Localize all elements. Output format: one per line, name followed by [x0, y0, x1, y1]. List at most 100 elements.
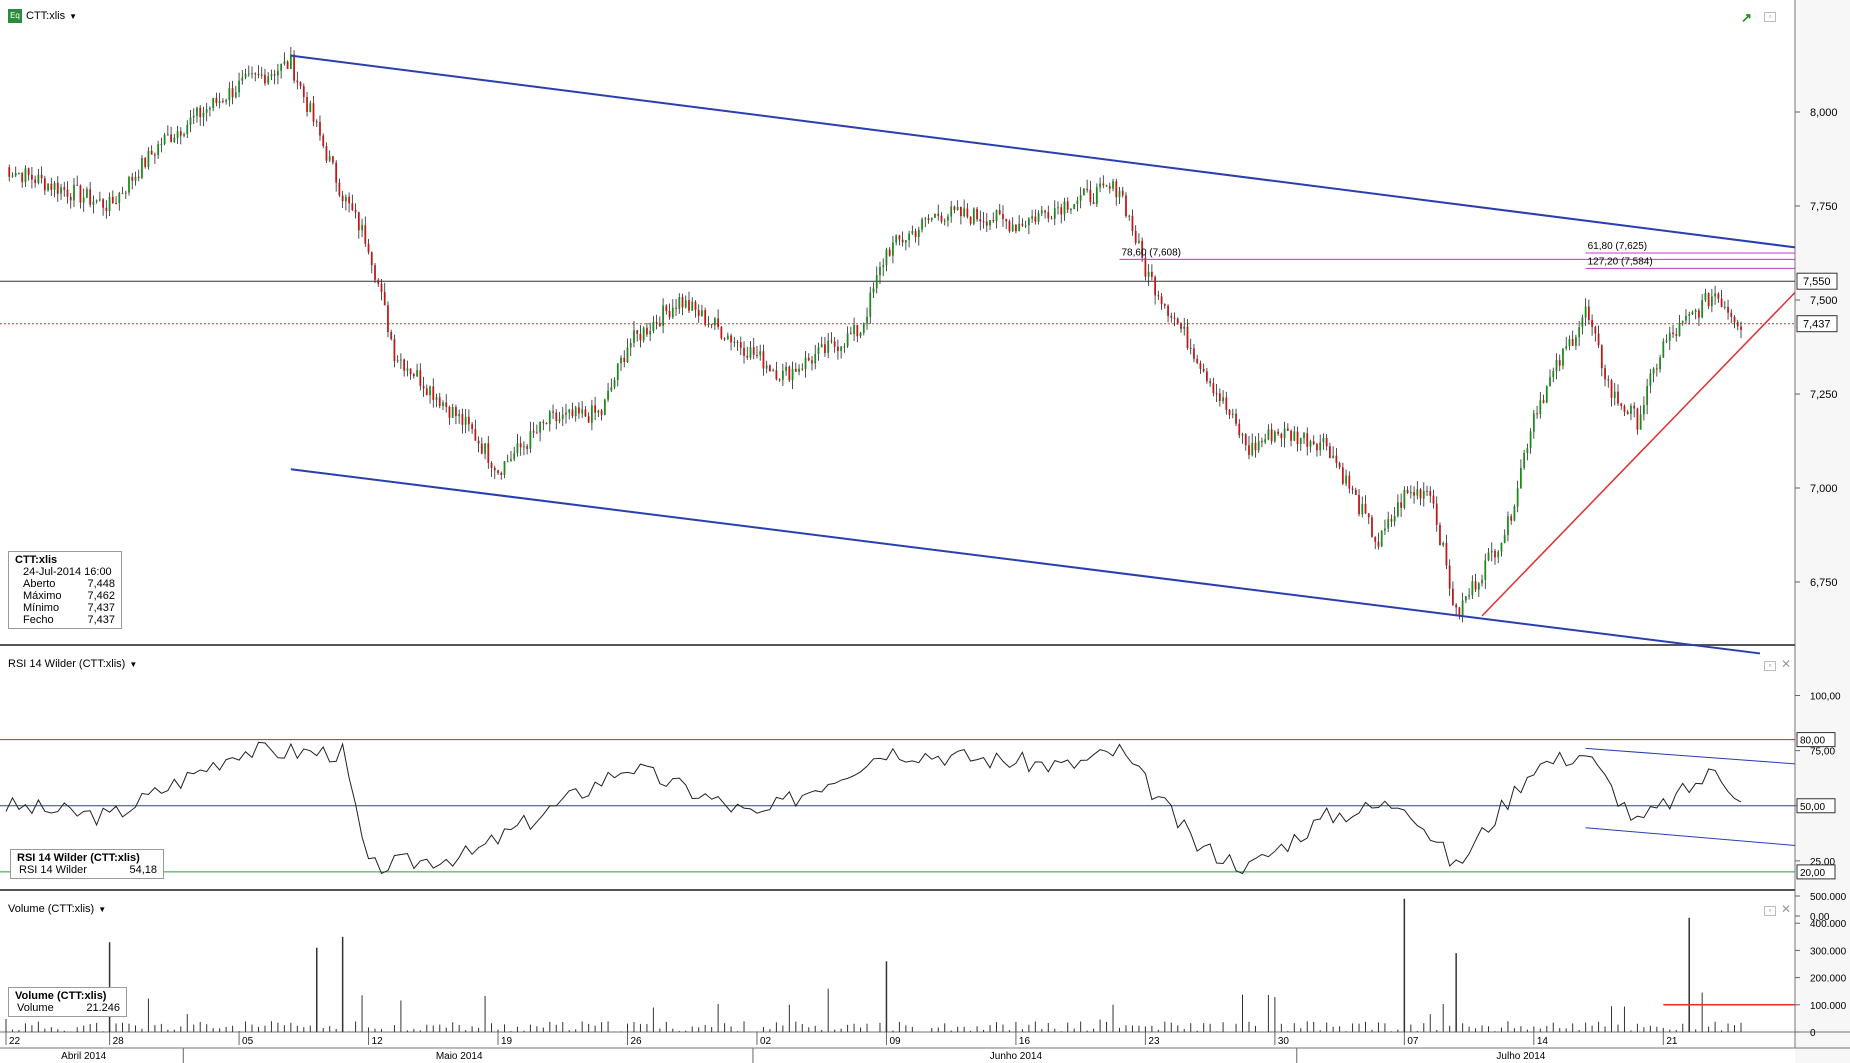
candle — [1623, 404, 1626, 416]
candle-body — [487, 443, 490, 463]
candle — [1361, 496, 1364, 518]
candle — [872, 282, 875, 298]
candle-body — [1105, 185, 1108, 187]
candle — [1147, 264, 1150, 286]
candle — [341, 190, 344, 209]
candle-body — [568, 409, 571, 413]
candle — [888, 247, 891, 257]
candle — [338, 178, 341, 198]
candle — [1225, 391, 1228, 415]
candle-body — [1011, 224, 1014, 232]
candle — [982, 212, 985, 229]
candle — [27, 167, 30, 181]
candle — [940, 212, 943, 224]
candle — [432, 378, 435, 408]
close-icon[interactable]: ✕ — [1781, 902, 1792, 916]
candle — [830, 332, 833, 344]
candle-body — [1536, 413, 1538, 415]
candle-body — [772, 370, 775, 372]
restore-icon[interactable]: ▫ — [1764, 906, 1776, 916]
candle-body — [1154, 276, 1157, 296]
candle — [118, 191, 121, 211]
candle — [1070, 207, 1072, 214]
candle — [89, 181, 92, 208]
candle-body — [519, 443, 522, 448]
candle-body — [794, 368, 797, 372]
volume-tick-label: 400.000 — [1810, 919, 1847, 930]
candle-body — [814, 353, 817, 364]
candle — [927, 214, 930, 224]
candle — [176, 125, 179, 144]
time-axis[interactable]: 22 28 05 12 19 26 02 09 16 23 30 07 14 21 Abril 2014 Ma… — [5, 1032, 1678, 1063]
rsi-panel-title[interactable]: RSI 14 Wilder (CTT:xlis) ▼ — [8, 658, 137, 670]
rsi-level-marker: 50,00 — [1796, 798, 1836, 814]
candle — [1286, 423, 1289, 432]
chevron-down-icon[interactable]: ▼ — [69, 11, 78, 21]
symbol-selector[interactable]: Eq CTT:xlis ▼ — [8, 9, 77, 23]
candle-body — [1639, 414, 1642, 430]
candle-body — [590, 405, 593, 423]
rsi-tick-label: 100,00 — [1810, 692, 1841, 703]
candle — [969, 216, 972, 226]
candle-body — [338, 182, 341, 196]
price-tick-label: 7,250 — [1810, 389, 1838, 401]
candle — [892, 235, 894, 264]
candle — [1345, 469, 1347, 487]
month-label: Abril 2014 — [61, 1051, 106, 1062]
candle-body — [341, 195, 344, 202]
candle — [1105, 184, 1108, 187]
chevron-down-icon[interactable]: ▼ — [129, 660, 138, 669]
candle — [1400, 493, 1403, 517]
restore-icon[interactable]: ▫ — [1764, 661, 1776, 671]
candle-body — [231, 88, 234, 98]
candle-body — [1691, 312, 1694, 315]
candle-body — [1484, 560, 1487, 580]
candle-body — [1655, 368, 1658, 370]
candle — [467, 409, 470, 432]
restore-icon[interactable]: ▫ — [1764, 12, 1776, 22]
candle — [1736, 319, 1739, 331]
time-tick-label: 05 — [242, 1036, 254, 1047]
candle-body — [221, 100, 224, 102]
candle-body — [581, 409, 584, 414]
volume-panel-title[interactable]: Volume (CTT:xlis) ▼ — [8, 903, 106, 915]
candle-body — [976, 208, 978, 220]
candle — [594, 396, 597, 421]
candle — [998, 203, 1001, 216]
candle — [1568, 335, 1571, 351]
candle-body — [1150, 271, 1153, 277]
candle — [95, 199, 98, 204]
candle-body — [953, 206, 956, 210]
candle-body — [1335, 455, 1338, 463]
candle-body — [1050, 218, 1053, 220]
chevron-down-icon[interactable]: ▼ — [98, 905, 107, 914]
price-axis-area[interactable] — [1795, 0, 1850, 1063]
candle-body — [105, 207, 108, 212]
candle-body — [856, 325, 859, 337]
candle — [1364, 495, 1367, 514]
candle-body — [947, 216, 949, 221]
candle-body — [1390, 519, 1393, 522]
candle — [1526, 443, 1529, 461]
close-icon[interactable]: ✕ — [1781, 657, 1792, 671]
candle — [154, 152, 156, 164]
candle — [124, 190, 127, 200]
candle — [1125, 192, 1127, 218]
candle — [1154, 275, 1157, 305]
candle — [1494, 548, 1496, 565]
candle — [1031, 209, 1033, 223]
candle-body — [196, 107, 198, 116]
time-tick-label: 30 — [1278, 1036, 1290, 1047]
trend-up-icon[interactable]: ↗ — [1741, 10, 1752, 25]
candle — [412, 372, 415, 379]
candle-body — [756, 354, 758, 356]
candle — [633, 321, 635, 348]
candle-body — [1147, 271, 1150, 277]
candle — [555, 409, 558, 430]
volume-tick-label: 0 — [1810, 1028, 1816, 1039]
candle — [655, 314, 658, 330]
candle-body — [966, 208, 969, 217]
candle-body — [461, 413, 464, 425]
support-trendline — [1481, 291, 1796, 617]
